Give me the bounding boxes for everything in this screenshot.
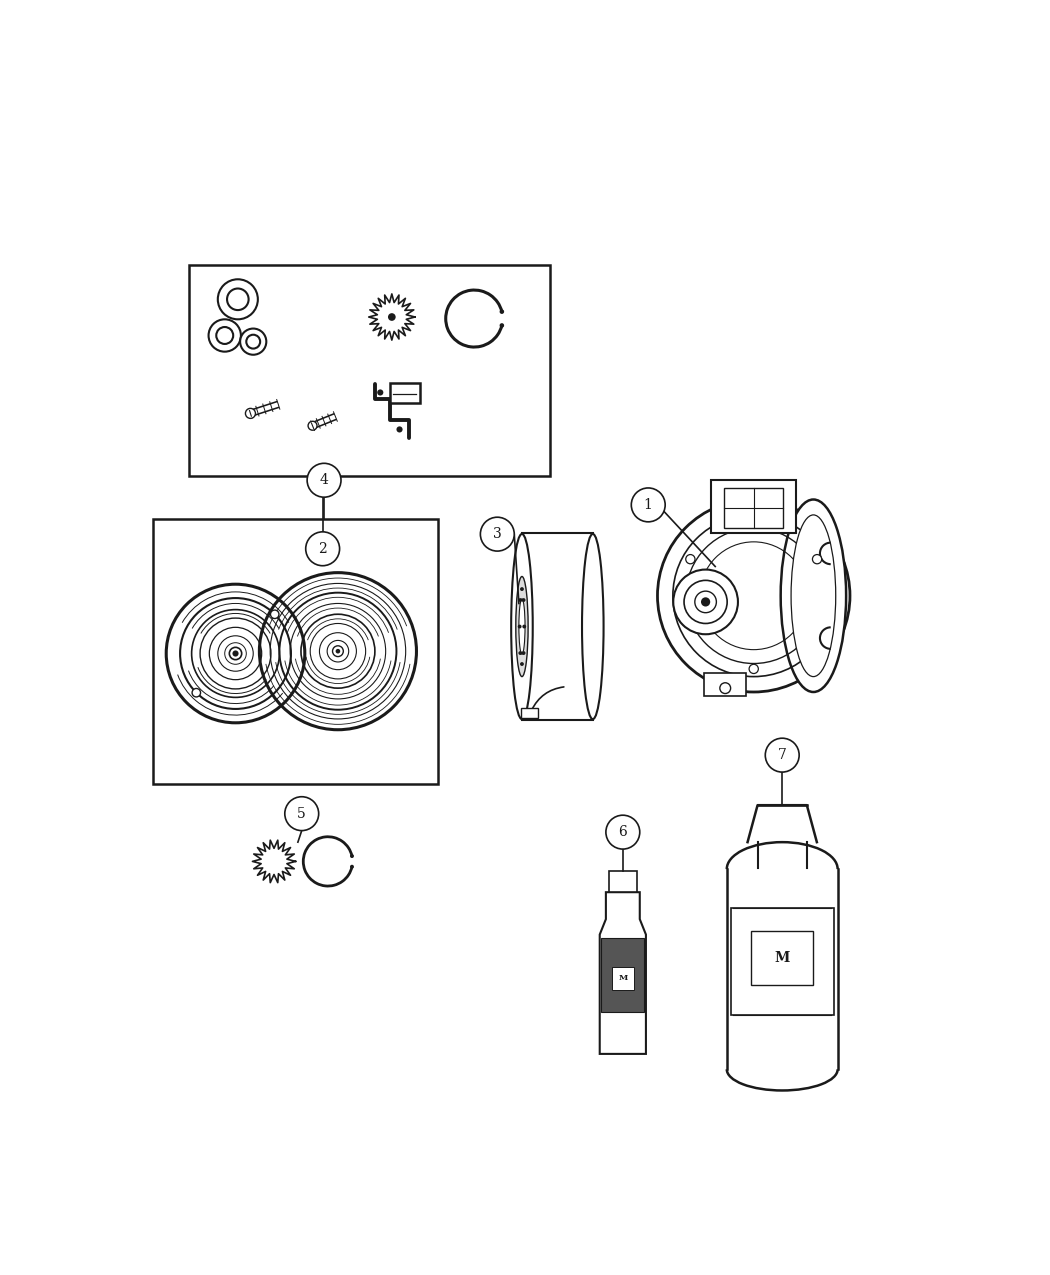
Bar bbox=[724, 488, 783, 528]
Circle shape bbox=[271, 609, 279, 618]
Circle shape bbox=[522, 625, 526, 629]
Text: 6: 6 bbox=[618, 825, 627, 839]
Circle shape bbox=[519, 598, 522, 602]
Circle shape bbox=[701, 597, 710, 607]
Bar bbox=[609, 871, 636, 892]
Circle shape bbox=[227, 288, 249, 310]
Circle shape bbox=[500, 323, 504, 328]
Ellipse shape bbox=[519, 599, 525, 654]
Text: M: M bbox=[618, 974, 628, 983]
Circle shape bbox=[673, 570, 738, 634]
Circle shape bbox=[308, 463, 341, 497]
Circle shape bbox=[209, 319, 240, 352]
Text: 4: 4 bbox=[319, 473, 329, 487]
Bar bbox=[712, 481, 796, 533]
Circle shape bbox=[387, 314, 396, 321]
Circle shape bbox=[520, 588, 524, 592]
Circle shape bbox=[686, 555, 695, 564]
Text: 7: 7 bbox=[778, 748, 786, 762]
Text: 2: 2 bbox=[318, 542, 327, 556]
Circle shape bbox=[336, 649, 340, 654]
Circle shape bbox=[350, 854, 354, 858]
Circle shape bbox=[246, 408, 255, 418]
Ellipse shape bbox=[511, 534, 532, 719]
Circle shape bbox=[285, 797, 319, 830]
Text: 1: 1 bbox=[644, 499, 653, 511]
Bar bbox=[752, 931, 813, 984]
Bar bbox=[731, 908, 834, 1015]
Text: 5: 5 bbox=[297, 807, 307, 821]
Circle shape bbox=[306, 532, 339, 566]
Circle shape bbox=[192, 688, 201, 697]
Ellipse shape bbox=[582, 534, 604, 719]
Circle shape bbox=[350, 864, 354, 868]
Bar bbox=[521, 708, 538, 718]
Circle shape bbox=[520, 662, 524, 666]
Ellipse shape bbox=[781, 500, 846, 692]
Circle shape bbox=[240, 329, 267, 354]
Circle shape bbox=[813, 555, 822, 564]
Circle shape bbox=[606, 815, 639, 849]
Bar bbox=[612, 966, 633, 989]
Circle shape bbox=[481, 518, 514, 551]
Bar bbox=[602, 938, 645, 1011]
Text: 3: 3 bbox=[492, 527, 502, 541]
Text: M: M bbox=[775, 951, 790, 965]
Circle shape bbox=[500, 310, 504, 314]
Circle shape bbox=[217, 279, 258, 319]
Circle shape bbox=[720, 682, 731, 694]
Circle shape bbox=[377, 389, 383, 395]
Circle shape bbox=[397, 426, 402, 432]
Circle shape bbox=[765, 738, 799, 773]
Circle shape bbox=[229, 648, 242, 659]
Circle shape bbox=[232, 650, 238, 657]
Circle shape bbox=[247, 335, 260, 348]
Circle shape bbox=[522, 652, 525, 655]
Circle shape bbox=[518, 625, 522, 629]
Ellipse shape bbox=[791, 515, 836, 677]
Circle shape bbox=[519, 652, 522, 655]
Circle shape bbox=[333, 646, 343, 657]
Circle shape bbox=[522, 598, 525, 602]
Circle shape bbox=[695, 592, 716, 613]
Circle shape bbox=[684, 580, 728, 623]
Circle shape bbox=[308, 421, 317, 430]
Circle shape bbox=[631, 488, 666, 521]
Bar bbox=[390, 384, 420, 403]
Circle shape bbox=[749, 664, 758, 673]
Bar bbox=[153, 519, 438, 784]
Polygon shape bbox=[600, 892, 646, 1054]
Ellipse shape bbox=[516, 576, 528, 677]
Circle shape bbox=[216, 326, 233, 344]
Circle shape bbox=[657, 500, 850, 692]
Bar bbox=[704, 673, 747, 696]
Bar bbox=[189, 265, 550, 477]
